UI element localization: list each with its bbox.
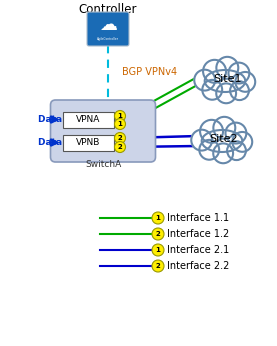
Circle shape	[152, 260, 164, 272]
Text: 1: 1	[117, 121, 122, 127]
Circle shape	[194, 70, 215, 91]
Text: 2: 2	[118, 144, 122, 150]
Text: 2: 2	[156, 231, 160, 237]
Text: BGP VPNv4: BGP VPNv4	[122, 67, 177, 77]
Text: Interface 2.2: Interface 2.2	[167, 261, 229, 271]
Text: AgileController: AgileController	[97, 37, 119, 41]
Circle shape	[200, 120, 223, 143]
Circle shape	[216, 83, 236, 103]
Ellipse shape	[202, 130, 242, 152]
Circle shape	[202, 80, 222, 100]
Circle shape	[114, 133, 125, 144]
Circle shape	[114, 142, 125, 153]
Text: SwitchA: SwitchA	[85, 160, 121, 169]
Text: Site2: Site2	[210, 134, 238, 144]
Circle shape	[191, 130, 212, 151]
Circle shape	[152, 212, 164, 224]
Circle shape	[232, 132, 252, 152]
Text: 2: 2	[156, 263, 160, 269]
Text: Data A: Data A	[38, 115, 72, 124]
Circle shape	[152, 228, 164, 240]
Text: 2: 2	[118, 135, 122, 141]
Circle shape	[230, 81, 249, 100]
Circle shape	[199, 140, 219, 160]
Circle shape	[114, 118, 125, 129]
Circle shape	[216, 57, 238, 79]
Ellipse shape	[205, 70, 245, 92]
FancyBboxPatch shape	[63, 135, 114, 151]
Text: Data B: Data B	[38, 138, 72, 147]
Circle shape	[213, 117, 235, 139]
Text: 1: 1	[156, 247, 160, 253]
Text: Interface 1.2: Interface 1.2	[167, 229, 229, 239]
Text: VPNB: VPNB	[76, 138, 101, 147]
Text: ☁: ☁	[99, 16, 117, 34]
Text: Interface 2.1: Interface 2.1	[167, 245, 229, 255]
Text: VPNA: VPNA	[76, 115, 101, 124]
Circle shape	[229, 63, 249, 83]
Circle shape	[235, 72, 255, 92]
Text: Interface 1.1: Interface 1.1	[167, 213, 229, 223]
Text: Site1: Site1	[213, 74, 241, 84]
Text: 1: 1	[117, 113, 122, 119]
Text: Controller: Controller	[79, 3, 137, 16]
Circle shape	[225, 122, 246, 144]
Circle shape	[114, 110, 125, 121]
Circle shape	[227, 141, 246, 160]
FancyBboxPatch shape	[50, 100, 155, 162]
Circle shape	[152, 244, 164, 256]
Circle shape	[203, 60, 226, 83]
Text: 1: 1	[156, 215, 160, 221]
FancyBboxPatch shape	[63, 111, 114, 127]
FancyBboxPatch shape	[87, 12, 129, 46]
Circle shape	[213, 143, 233, 163]
